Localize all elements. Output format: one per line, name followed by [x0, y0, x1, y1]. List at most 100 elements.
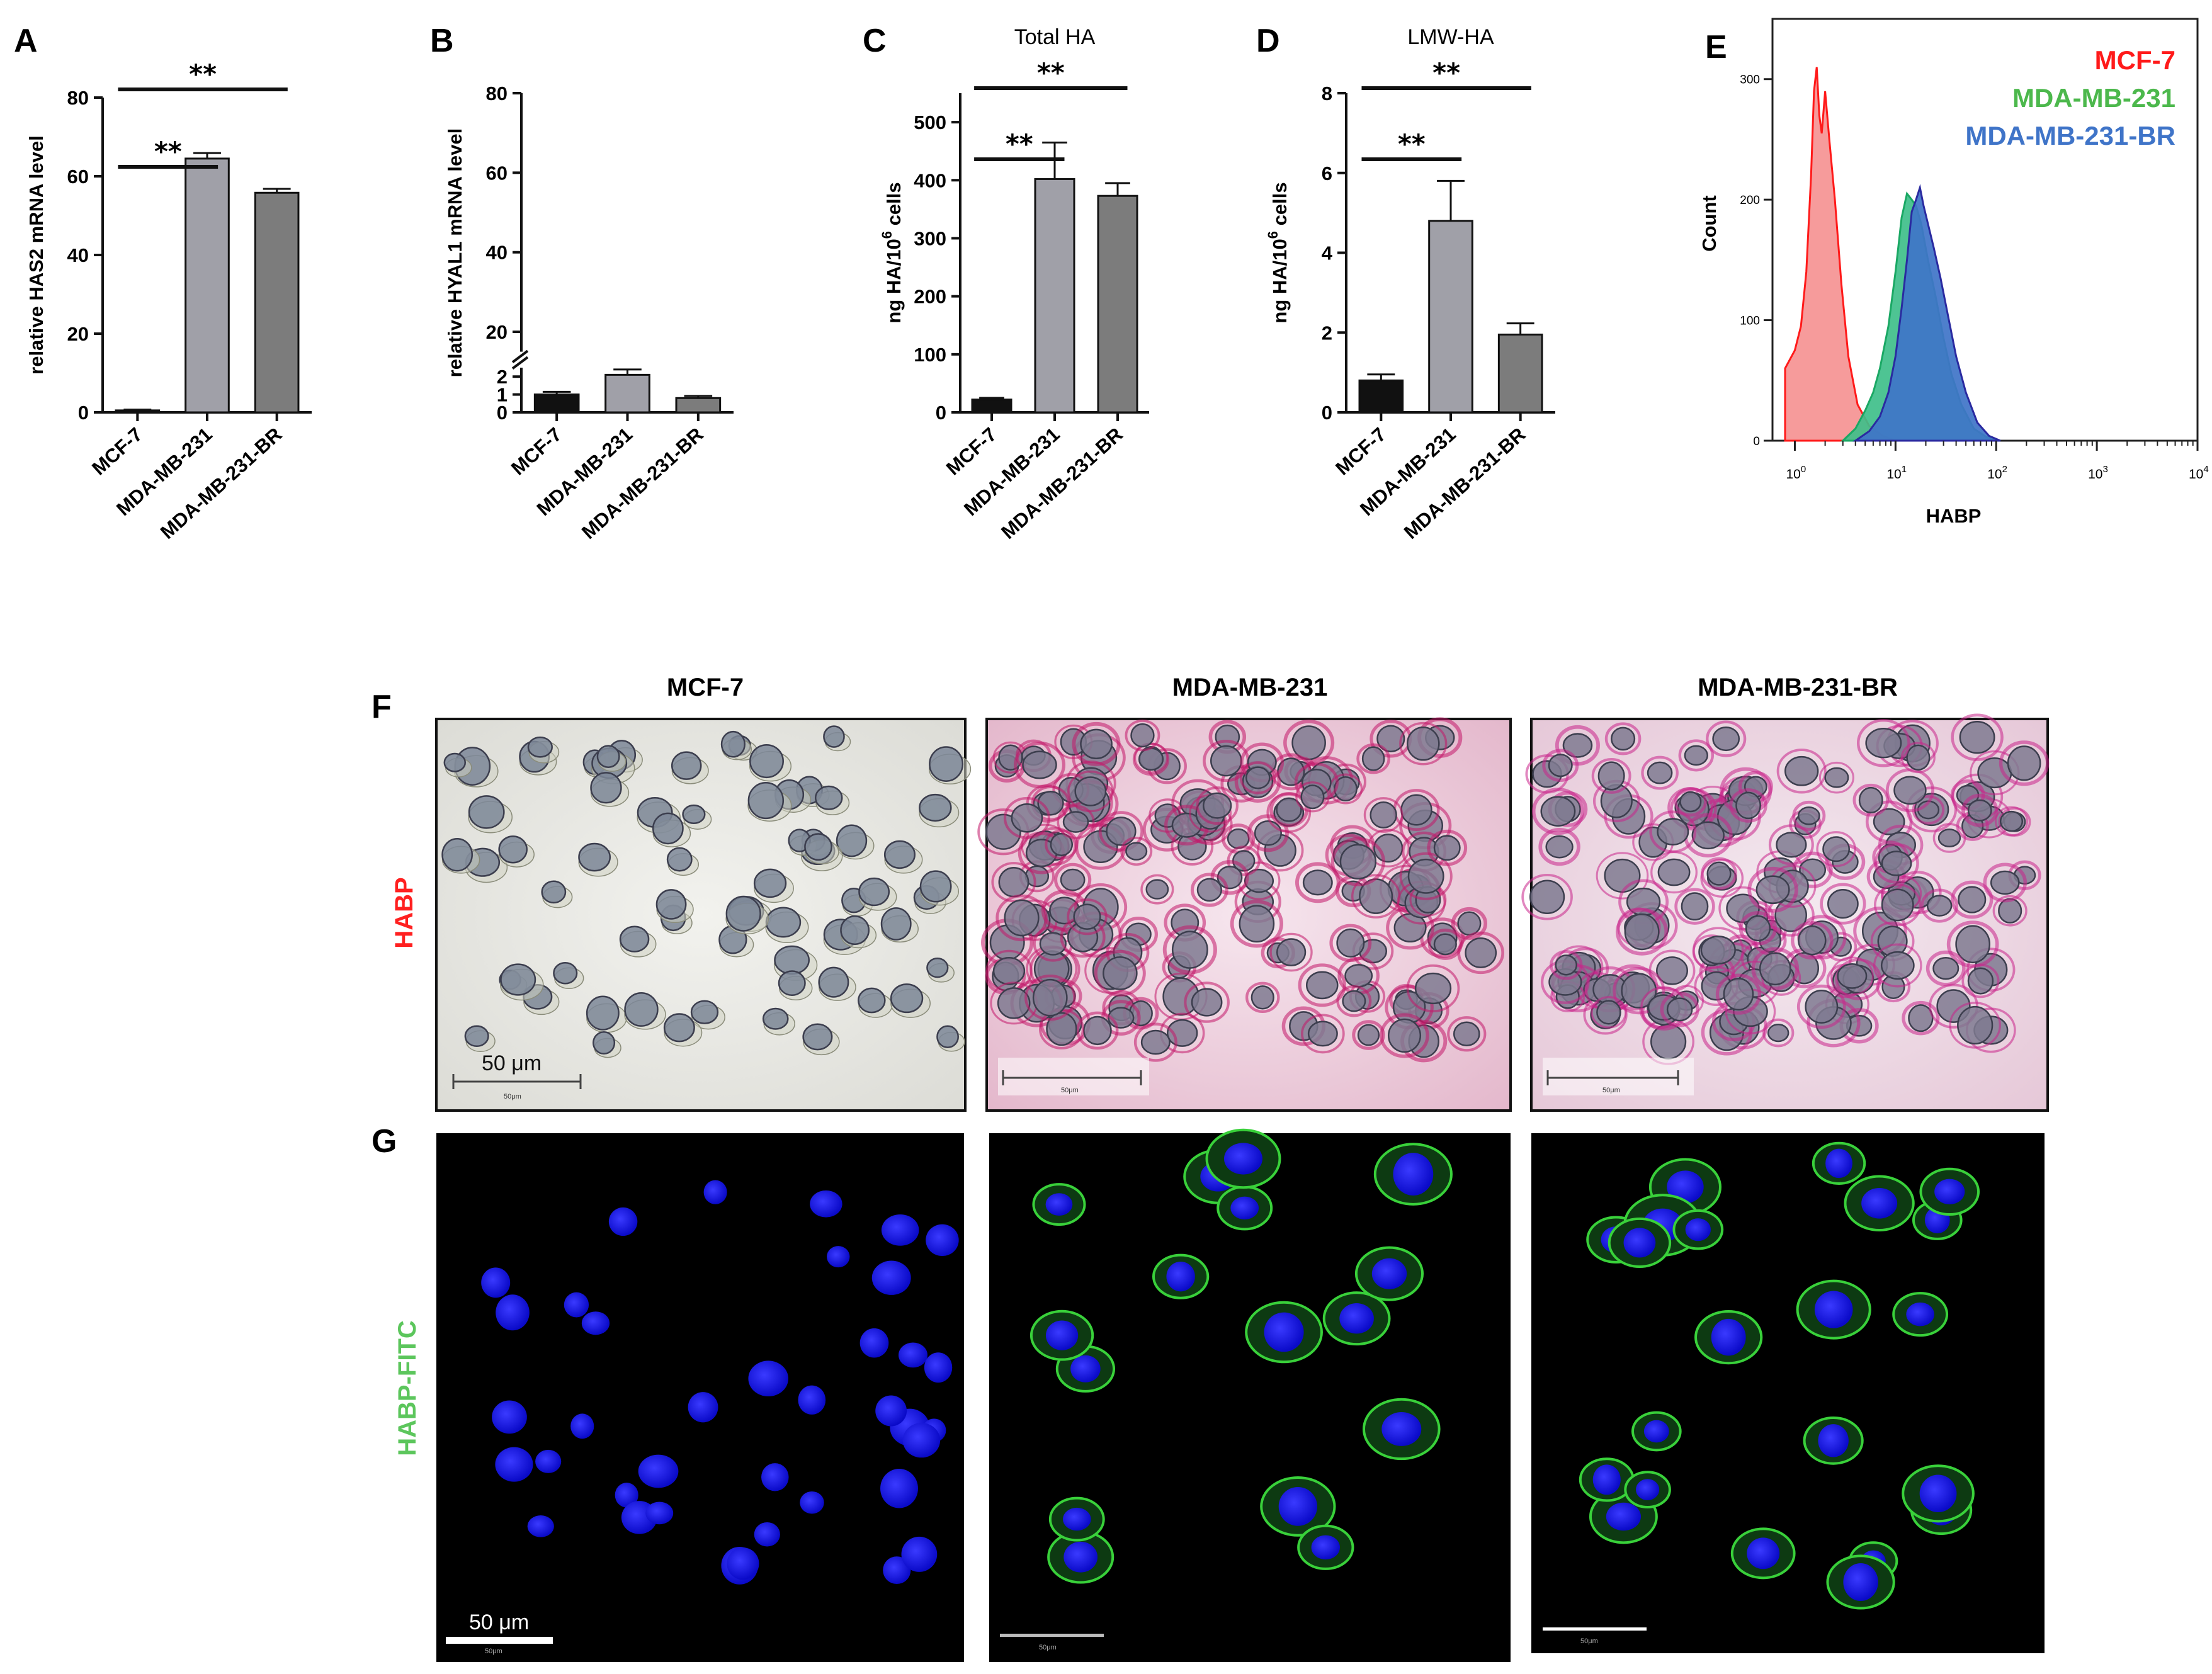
cell-nucleus — [1977, 757, 2012, 789]
scale-bar-label-g1: 50 μm — [469, 1610, 529, 1634]
cell-nucleus — [823, 725, 845, 748]
cell-nucleus — [1433, 933, 1457, 956]
y-tick-label: 2 — [497, 366, 508, 388]
panel-letter-c: C — [863, 23, 887, 59]
stain-ring — [1951, 880, 1994, 919]
bar-chart-total-ha: 0 100 200 300 400 500 ng HA/106 cells Total HA M… — [879, 25, 1149, 543]
cell-nucleus — [899, 1342, 927, 1368]
stain-ring — [1613, 967, 1665, 1015]
cell-nucleus — [671, 751, 702, 780]
significance-label: ** — [1432, 57, 1460, 88]
cell-nucleus — [810, 1190, 842, 1218]
cell-nucleus — [1278, 1486, 1317, 1526]
stain-ring — [1796, 984, 1846, 1029]
significance-label: ** — [189, 59, 217, 89]
cell-nucleus — [1958, 886, 1987, 913]
scale-bar-small-g2: 50μm — [1039, 1644, 1057, 1651]
cell-nucleus — [840, 915, 870, 946]
cell-nucleus — [1606, 1502, 1641, 1531]
cell-nucleus — [762, 1007, 789, 1030]
bar — [971, 399, 1012, 414]
y-axis-label: relative HYAL1 mRNA level — [444, 128, 466, 378]
cell-nucleus — [593, 1031, 616, 1055]
cell-nucleus — [875, 1395, 907, 1427]
cell-nucleus — [1045, 1193, 1073, 1216]
cell-nucleus — [1967, 967, 1994, 995]
cell-nucleus — [1080, 728, 1113, 760]
stain-ring — [1776, 749, 1827, 794]
cell-nucleus — [1955, 925, 1991, 964]
stain-ring — [1615, 908, 1669, 956]
stain-ring — [1591, 758, 1631, 794]
cell-nucleus — [468, 795, 505, 829]
cell-nucleus — [1837, 963, 1868, 989]
cell-nucleus — [1457, 911, 1482, 936]
y-tick-label: 40 — [67, 244, 89, 266]
micrograph-f-mcf7: 50 μm 50μm — [435, 718, 972, 1112]
cell-nucleus — [1706, 861, 1732, 886]
cell-nucleus — [2007, 745, 2041, 781]
cell-nucleus — [720, 730, 746, 758]
stain-ring — [1874, 883, 1922, 927]
stain-ring — [1356, 743, 1390, 774]
y-tick-label: 200 — [914, 286, 946, 308]
stain-ring — [1031, 785, 1070, 821]
stain-ring — [1874, 843, 1919, 884]
stain-ring — [1336, 985, 1372, 1017]
cell-nucleus — [1276, 938, 1307, 966]
stain-ring — [1678, 739, 1715, 772]
stain-ring — [1768, 824, 1814, 866]
y-tick-label: 20 — [486, 321, 508, 343]
cell-nucleus — [818, 966, 849, 998]
stain-ring — [1816, 831, 1856, 868]
legend-entry: MDA-MB-231-BR — [1965, 121, 2175, 150]
y-tick-label: 1 — [497, 384, 508, 406]
cell-nucleus — [663, 1013, 695, 1043]
stain-ring — [1649, 810, 1697, 853]
y-tick-label: 4 — [1322, 242, 1333, 264]
cell-nucleus — [1657, 818, 1689, 845]
x-tick-label: 104 — [2189, 464, 2209, 482]
y-tick-label: 2 — [1322, 322, 1332, 344]
cell-nucleus — [765, 907, 802, 938]
stain-ring — [1352, 1020, 1385, 1050]
y-tick-label: 200 — [1740, 194, 1760, 207]
cell-nucleus — [1039, 932, 1067, 956]
cell-nucleus — [798, 1385, 826, 1415]
cell-nucleus — [1597, 761, 1625, 791]
cell-nucleus — [1858, 786, 1883, 814]
cell-nucleus — [1083, 1015, 1112, 1046]
cell-nucleus — [1926, 895, 1953, 917]
stain-ring — [1596, 852, 1649, 900]
bar-chart-hyal1: 012 20 40 60 80 relative HYAL1 mRNA level MCF-… — [444, 82, 734, 543]
stain-ring — [1738, 911, 1778, 946]
cell-nucleus — [1799, 858, 1827, 881]
cell-nucleus — [1022, 750, 1057, 779]
cell-nucleus — [858, 987, 886, 1014]
panel-letter-d: D — [1256, 23, 1280, 59]
cell-nucleus — [890, 983, 924, 1014]
stain-ring — [1184, 981, 1230, 1023]
stain-ring — [1140, 874, 1174, 905]
stain-ring — [1447, 1016, 1487, 1052]
cell-nucleus — [1433, 835, 1461, 861]
cell-nucleus — [749, 744, 784, 779]
x-tick-label: 101 — [1886, 464, 1907, 482]
cell-nucleus — [1776, 832, 1807, 858]
cell-nucleus — [624, 992, 659, 1027]
cell-nucleus — [1130, 723, 1155, 748]
panel-letter-b: B — [430, 23, 454, 59]
cell-nucleus — [1712, 726, 1740, 752]
stain-ring — [1399, 721, 1448, 766]
cell-nucleus — [926, 1224, 959, 1257]
cell-nucleus — [541, 880, 567, 904]
cell-nucleus — [1230, 1196, 1259, 1219]
column-title-mcf7: MCF-7 — [667, 674, 744, 701]
cell-nucleus — [1302, 869, 1333, 896]
cell-nucleus — [1166, 1261, 1195, 1292]
cell-nucleus — [666, 847, 693, 872]
cell-nucleus — [1400, 794, 1432, 826]
stain-ring — [1949, 1002, 2002, 1049]
cell-nucleus — [645, 1502, 674, 1525]
bar — [604, 373, 650, 414]
